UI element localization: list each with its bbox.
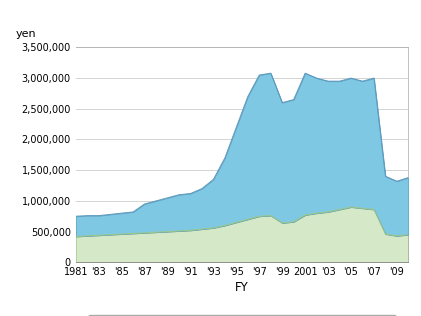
- Legend: Grants-in-Aid for Publication, Scientific periodicals: Grants-in-Aid for Publication, Scientifi…: [88, 315, 396, 316]
- Text: yen: yen: [16, 29, 37, 39]
- X-axis label: FY: FY: [235, 281, 249, 294]
